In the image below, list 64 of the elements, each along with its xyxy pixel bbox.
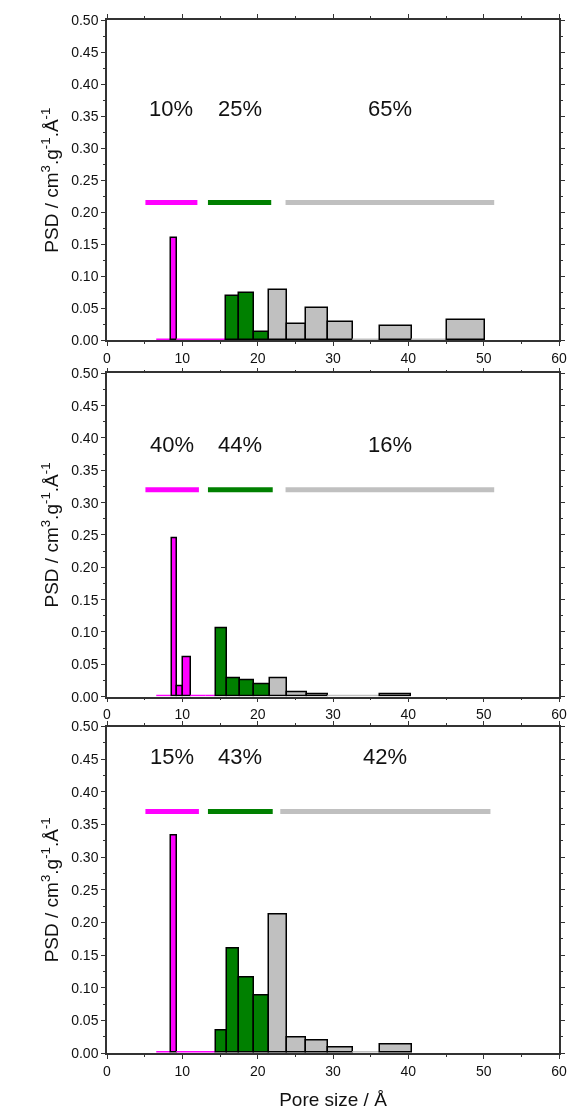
y-tick-label: 0.45 (71, 43, 99, 60)
x-tick-label: 40 (400, 706, 417, 723)
y-tick-label: 0.25 (71, 526, 99, 543)
y-tick-label: 0.25 (71, 881, 99, 898)
x-axis-title: Pore size / Å (279, 1088, 388, 1110)
x-tick-label: 20 (249, 706, 266, 723)
x-tick-label: 50 (475, 706, 492, 723)
y-tick-label: 0.05 (71, 656, 99, 673)
x-tick-label: 30 (325, 706, 341, 723)
annotation: 65% (368, 96, 413, 121)
x-tick-label: 50 (475, 1062, 492, 1079)
x-tick-label: 60 (551, 349, 567, 366)
y-tick-label: 0.40 (71, 783, 99, 800)
x-tick-label: 30 (325, 1062, 341, 1079)
x-tick-label: 40 (400, 1062, 417, 1079)
annotation: 43% (218, 744, 263, 769)
y-tick-label: 0.35 (71, 816, 99, 833)
x-tick-label: 40 (400, 349, 417, 366)
y-tick-label: 0.40 (71, 75, 99, 92)
y-tick-label: 0.45 (71, 751, 99, 768)
y-tick-label: 0.40 (71, 429, 99, 446)
y-tick-label: 0.20 (71, 204, 99, 221)
y-tick-label: 0.25 (71, 172, 99, 189)
annotation: 10% (149, 96, 194, 121)
y-tick-label: 0.15 (71, 236, 99, 253)
y-tick-label: 0.20 (71, 914, 99, 931)
y-tick-label: 0.05 (71, 300, 99, 317)
annotation: 16% (368, 432, 413, 457)
x-tick-label: 20 (249, 1062, 266, 1079)
x-tick-label: 0 (103, 1062, 112, 1079)
x-tick-label: 10 (174, 706, 191, 723)
y-tick-label: 0.30 (71, 494, 99, 511)
x-tick-label: 60 (551, 1062, 567, 1079)
x-tick-label: 60 (551, 706, 567, 723)
x-tick-label: 0 (103, 349, 112, 366)
x-tick-label: 20 (249, 349, 266, 366)
y-tick-label: 0.10 (71, 268, 99, 285)
y-tick-label: 0.15 (71, 946, 99, 963)
y-tick-label: 0.10 (71, 979, 99, 996)
y-tick-label: 0.35 (71, 107, 99, 124)
y-tick-label: 0.15 (71, 591, 99, 608)
y-tick-label: 0.50 (71, 365, 99, 382)
y-tick-label: 0.05 (71, 1012, 99, 1029)
y-tick-label: 0.00 (71, 332, 99, 349)
y-tick-label: 0.45 (71, 397, 99, 414)
y-tick-label: 0.35 (71, 462, 99, 479)
y-tick-label: 0.30 (71, 139, 99, 156)
y-tick-label: 0.50 (71, 718, 99, 735)
y-tick-label: 0.00 (71, 1044, 99, 1061)
annotation: 25% (218, 96, 263, 121)
annotation: 44% (218, 432, 263, 457)
annotation: 15% (150, 744, 195, 769)
x-tick-label: 0 (103, 706, 112, 723)
x-tick-label: 50 (475, 349, 492, 366)
y-tick-label: 0.30 (71, 849, 99, 866)
annotation: 42% (363, 744, 408, 769)
x-tick-label: 10 (174, 1062, 191, 1079)
x-tick-label: 10 (174, 349, 191, 366)
x-tick-label: 30 (325, 349, 341, 366)
y-tick-label: 0.00 (71, 688, 99, 705)
annotation: 40% (150, 432, 195, 457)
y-tick-label: 0.20 (71, 559, 99, 576)
y-tick-label: 0.50 (71, 11, 99, 28)
y-tick-label: 0.10 (71, 623, 99, 640)
